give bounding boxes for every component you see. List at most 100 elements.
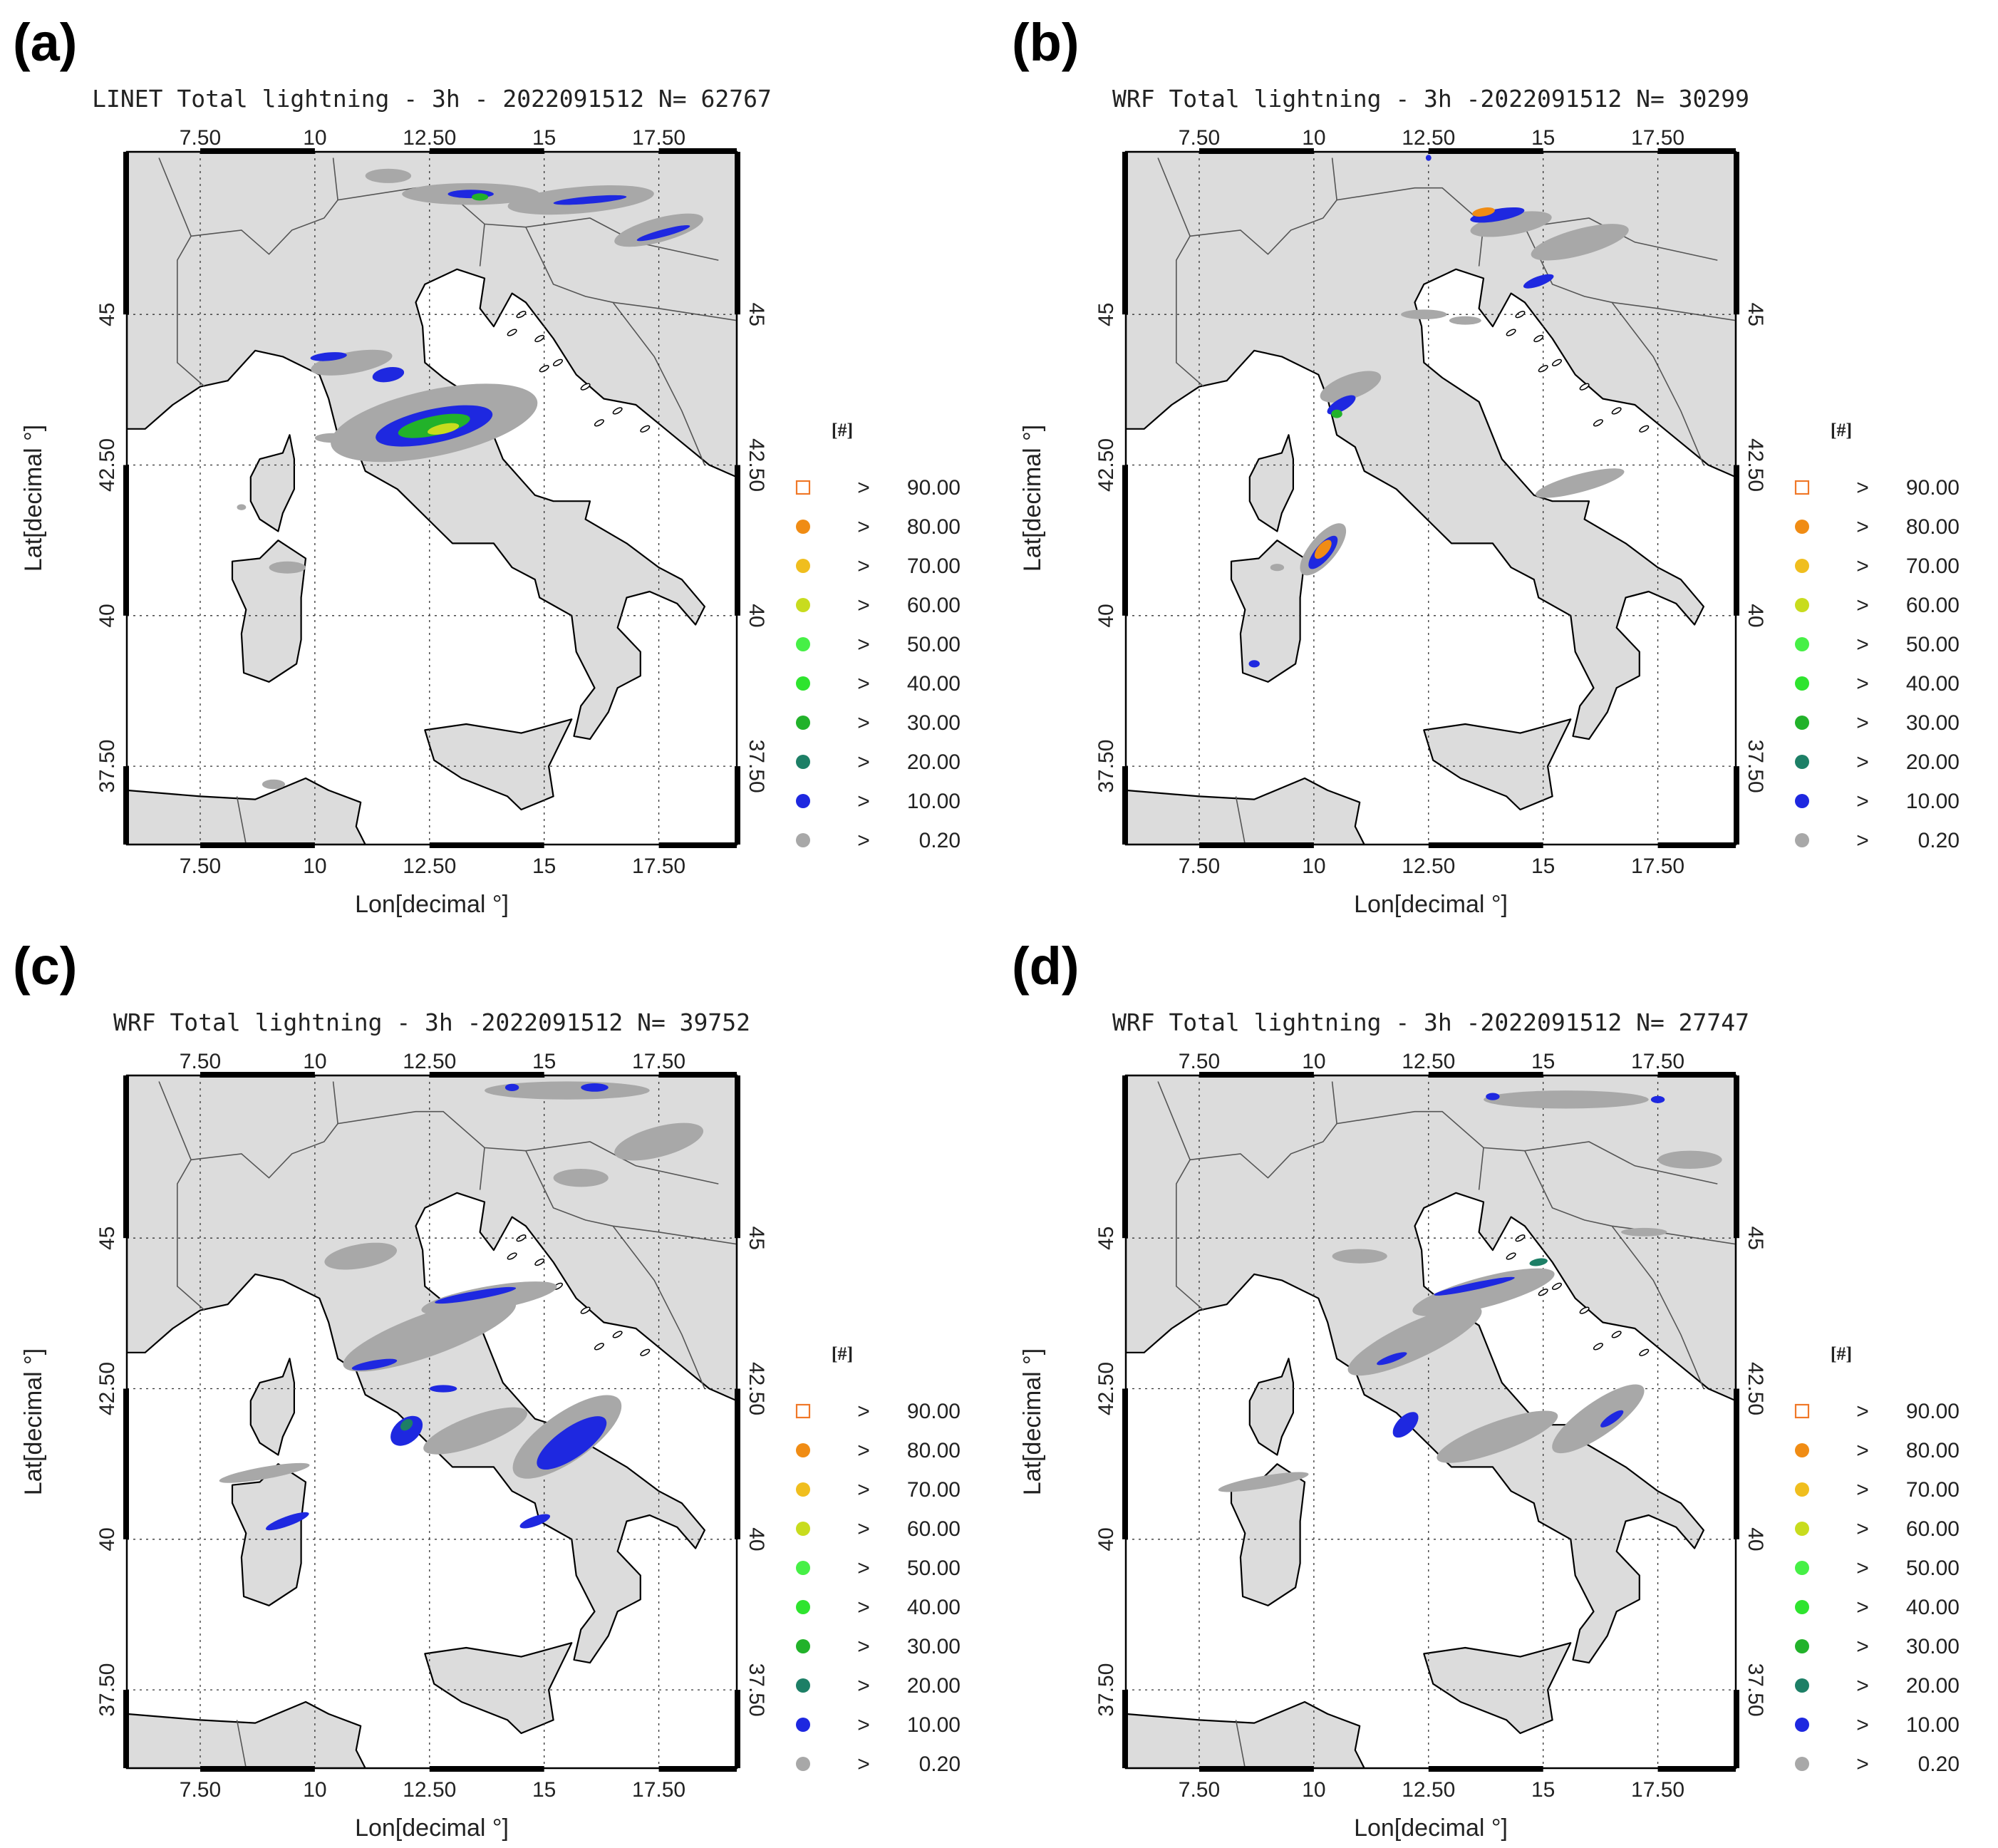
- land-sicily: [1423, 1642, 1572, 1735]
- frame-bar: [429, 1072, 544, 1078]
- frame-bar: [200, 148, 315, 154]
- lightning-cluster-blue: [435, 1286, 517, 1304]
- legend-operator: >: [857, 1635, 870, 1658]
- land-corsica: [249, 1358, 295, 1456]
- legend-value: 10.00: [907, 790, 961, 813]
- lightning-cluster-gray: [1320, 371, 1382, 403]
- island: [612, 407, 623, 415]
- frame-bar: [1657, 1072, 1736, 1078]
- island: [640, 425, 651, 433]
- legend-value: 90.00: [1906, 1400, 1960, 1423]
- lat-tick-label-left: 45: [95, 303, 119, 326]
- lightning-cluster-orange: [1472, 207, 1495, 217]
- legend-marker-dot: [1795, 794, 1809, 808]
- lon-tick-label-top: 10: [1302, 1050, 1325, 1073]
- legend-title: [#]: [1831, 420, 1852, 440]
- map-figure-d: (d) WRF Total lightning - 3h -2022091512 …: [1012, 936, 1960, 1842]
- legend-marker-dot: [1795, 559, 1809, 573]
- legend-value: 0.20: [1918, 1752, 1960, 1776]
- lat-tick-label-left: 42.50: [1094, 1362, 1118, 1415]
- legend-operator: >: [1856, 750, 1869, 774]
- panel-letter: (b): [1012, 13, 1080, 72]
- panel-a: (a) LINET Total lightning - 3h - 20220915…: [0, 0, 999, 924]
- frame-bar: [123, 766, 129, 845]
- panel-d: (d) WRF Total lightning - 3h -2022091512 …: [999, 924, 1998, 1847]
- land-africa: [127, 1700, 366, 1768]
- legend-operator: >: [1856, 1439, 1869, 1462]
- lightning-cluster-gray: [1332, 1249, 1387, 1264]
- frame-bar: [429, 148, 544, 154]
- legend-operator: >: [1856, 1752, 1869, 1776]
- legend-operator: >: [857, 711, 870, 735]
- island: [539, 365, 549, 373]
- lon-tick-label-bottom: 12.50: [403, 1778, 456, 1802]
- legend-marker-dot: [1795, 1443, 1809, 1457]
- legend-value: 80.00: [1906, 1439, 1960, 1462]
- country-border: [191, 1110, 719, 1184]
- lightning-cluster-gray: [262, 779, 286, 790]
- lat-tick-label-right: 37.50: [1744, 1663, 1767, 1717]
- legend-operator: >: [1856, 476, 1869, 500]
- lon-tick-label-top: 17.50: [1631, 1050, 1684, 1073]
- island: [580, 1306, 591, 1314]
- legend-marker-dot: [796, 1678, 810, 1693]
- lightning-cluster-green30: [398, 413, 470, 438]
- legend-marker-dot: [796, 1482, 810, 1497]
- lat-tick-label-left: 45: [1094, 1227, 1118, 1250]
- legend-operator: >: [1856, 515, 1869, 539]
- legend-value: 70.00: [907, 1478, 961, 1502]
- island: [1506, 329, 1516, 336]
- island: [1551, 358, 1562, 366]
- legend-value: 60.00: [907, 594, 961, 617]
- frame-bar: [735, 1075, 740, 1239]
- frame-bar: [123, 152, 129, 315]
- legend-marker-square: [795, 480, 811, 495]
- lightning-cluster-gray: [1449, 316, 1481, 325]
- lightning-cluster-teal: [400, 1419, 413, 1431]
- lat-tick-label-right: 37.50: [1744, 740, 1767, 793]
- y-axis-label: Lat[decimal °]: [20, 1348, 47, 1495]
- legend-value: 10.00: [1906, 790, 1960, 813]
- legend-title: [#]: [832, 1343, 853, 1364]
- lightning-cluster-gray: [1270, 564, 1285, 572]
- legend-marker-dot: [796, 833, 810, 847]
- legend-marker-dot: [1795, 1561, 1809, 1575]
- frame-bar: [1428, 1072, 1543, 1078]
- frame-bar: [735, 465, 740, 616]
- lon-tick-label-bottom: 7.50: [1179, 1778, 1220, 1802]
- map-figure-c: (c) WRF Total lightning - 3h -2022091512 …: [13, 936, 961, 1842]
- y-axis-label: Lat[decimal °]: [1019, 1348, 1046, 1495]
- legend-operator: >: [857, 1596, 870, 1619]
- lat-tick-label-right: 45: [1744, 1227, 1767, 1250]
- legend-marker-square: [795, 1403, 811, 1419]
- lightning-cluster-blue: [1248, 660, 1260, 668]
- legend: [#] > 90.00 > 80.00 > 70.00 > 60.00 > 50.00 > 40.00 >…: [795, 1343, 961, 1776]
- legend-value: 40.00: [907, 1596, 961, 1619]
- island: [594, 419, 604, 427]
- lon-tick-label-bottom: 10: [1302, 1778, 1325, 1802]
- legend-value: 50.00: [907, 633, 961, 656]
- legend-marker-square: [1794, 480, 1810, 495]
- y-axis-label: Lat[decimal °]: [1019, 425, 1046, 572]
- legend-value: 60.00: [907, 1517, 961, 1541]
- lon-tick-label-top: 15: [1531, 126, 1555, 150]
- frame-bar: [1122, 1690, 1128, 1768]
- lon-tick-label-bottom: 7.50: [180, 855, 221, 878]
- legend-marker-dot: [796, 1600, 810, 1614]
- legend-operator: >: [857, 515, 870, 539]
- lat-tick-label-left: 37.50: [95, 1663, 119, 1717]
- island: [612, 1331, 623, 1338]
- legend-value: 30.00: [1906, 711, 1960, 735]
- legend-operator: >: [1856, 790, 1869, 813]
- lon-tick-label-top: 12.50: [403, 126, 456, 150]
- lat-tick-label-left: 42.50: [1094, 438, 1118, 492]
- lightning-cluster-gray: [237, 504, 247, 510]
- legend-value: 90.00: [907, 1400, 961, 1423]
- lon-tick-label-top: 15: [1531, 1050, 1555, 1073]
- lightning-cluster-gray: [614, 1122, 704, 1161]
- frame-bar: [123, 465, 129, 616]
- country-border: [479, 1147, 485, 1190]
- lon-tick-label-bottom: 10: [1302, 855, 1325, 878]
- lightning-cluster-gray: [269, 561, 306, 574]
- lat-tick-label-left: 45: [95, 1227, 119, 1250]
